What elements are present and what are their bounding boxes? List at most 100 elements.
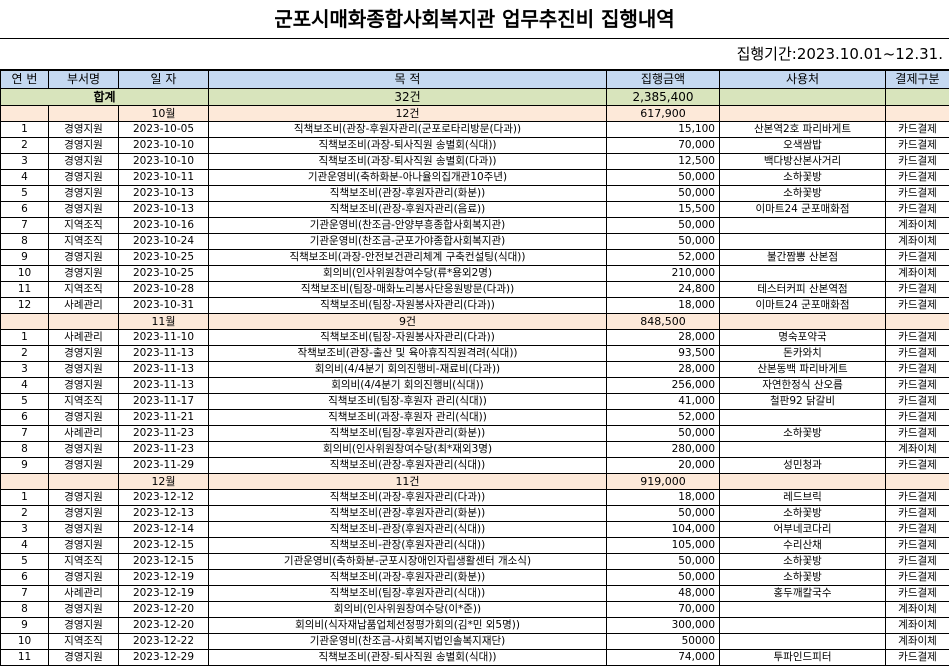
row-payment: 카드결제 bbox=[885, 361, 949, 378]
row-amount: 41,000 bbox=[606, 393, 720, 410]
row-payment: 계좌이체 bbox=[885, 633, 949, 650]
row-payment: 카드결제 bbox=[885, 297, 949, 314]
row-place: 산본동백 파리바게트 bbox=[719, 361, 886, 378]
row-place: 소하꽃방 bbox=[719, 553, 886, 570]
month-empty-place bbox=[719, 473, 886, 490]
row-date: 2023-10-28 bbox=[118, 281, 209, 298]
row-dept: 경영지원 bbox=[48, 649, 119, 666]
row-place: 이마트24 군포매화점 bbox=[719, 201, 886, 218]
row-no: 1 bbox=[0, 121, 49, 138]
row-dept: 경영지원 bbox=[48, 153, 119, 170]
table-row: 8 경영지원 2023-11-23 회의비(인사위원창여수당(최*재외3명) 280,0… bbox=[0, 441, 949, 458]
row-dept: 경영지원 bbox=[48, 265, 119, 282]
row-payment: 카드결제 bbox=[885, 521, 949, 538]
month-count: 11건 bbox=[208, 473, 607, 490]
row-date: 2023-12-20 bbox=[118, 601, 209, 618]
row-dept: 경영지원 bbox=[48, 137, 119, 154]
row-place: 백다방산본사거리 bbox=[719, 153, 886, 170]
row-date: 2023-10-31 bbox=[118, 297, 209, 314]
month-empty-place bbox=[719, 105, 886, 122]
row-dept: 경영지원 bbox=[48, 361, 119, 378]
table-row: 11 경영지원 2023-12-29 직책보조비(관장-퇴사직원 송별회(식대)) 74… bbox=[0, 649, 949, 666]
row-date: 2023-10-05 bbox=[118, 121, 209, 138]
row-amount: 28,000 bbox=[606, 329, 720, 346]
table-row: 4 경영지원 2023-10-11 기관운영비(축하화분-아나율의집개관10주년) 50… bbox=[0, 169, 949, 186]
row-dept: 경영지원 bbox=[48, 185, 119, 202]
table-row: 4 경영지원 2023-11-13 회의비(4/4분기 회의진행비(식대)) 256,0… bbox=[0, 377, 949, 394]
table-row: 2 경영지원 2023-10-10 직책보조비(과장-퇴사직원 송별회(식대)) 70,… bbox=[0, 137, 949, 154]
row-purpose: 직책보조비(과장-퇴사직원 송별회(다과)) bbox=[208, 153, 607, 170]
row-purpose: 직책보조비(팀장-후원자관리(식대)) bbox=[208, 585, 607, 602]
row-purpose: 직책보조비(관장-퇴사직원 송별회(식대)) bbox=[208, 649, 607, 666]
month-empty-payment bbox=[885, 313, 949, 330]
row-date: 2023-12-22 bbox=[118, 633, 209, 650]
month-empty-dept bbox=[48, 473, 119, 490]
row-payment: 카드결제 bbox=[885, 329, 949, 346]
row-amount: 24,800 bbox=[606, 281, 720, 298]
month-empty-place bbox=[719, 313, 886, 330]
row-date: 2023-12-19 bbox=[118, 569, 209, 586]
row-no: 4 bbox=[0, 169, 49, 186]
row-date: 2023-11-17 bbox=[118, 393, 209, 410]
row-purpose: 회의비(인사위원창여수당(최*재외3명) bbox=[208, 441, 607, 458]
header-place: 사용처 bbox=[719, 70, 886, 89]
row-no: 2 bbox=[0, 137, 49, 154]
row-place: 소하꽃방 bbox=[719, 569, 886, 586]
row-payment: 계좌이체 bbox=[885, 441, 949, 458]
table-row: 1 경영지원 2023-12-12 직책보조비(과장-후원자관리(다과)) 18,000… bbox=[0, 489, 949, 506]
month-subtotal-row: 11월 9건 848,500 bbox=[0, 313, 949, 330]
table-row: 5 지역조직 2023-12-15 기관운영비(축하화분-군포시장애인자립생활센터 개… bbox=[0, 553, 949, 570]
row-no: 10 bbox=[0, 265, 49, 282]
row-place bbox=[719, 601, 886, 618]
header-no: 연 번 bbox=[0, 70, 49, 89]
row-purpose: 작책보조비(관장-출산 및 육아휴직직원격려(식대)) bbox=[208, 345, 607, 362]
row-purpose: 기관운영비(축하화분-군포시장애인자립생활센터 개소식) bbox=[208, 553, 607, 570]
row-payment: 카드결제 bbox=[885, 169, 949, 186]
row-amount: 50,000 bbox=[606, 185, 720, 202]
row-no: 6 bbox=[0, 569, 49, 586]
row-amount: 15,100 bbox=[606, 121, 720, 138]
row-dept: 경영지원 bbox=[48, 457, 119, 474]
row-payment: 카드결제 bbox=[885, 505, 949, 522]
row-purpose: 직책보조비(과장-후원자관리(화분)) bbox=[208, 569, 607, 586]
row-purpose: 회의비(식자재납품업체선정평가회의(김*민 외5명)) bbox=[208, 617, 607, 634]
row-purpose: 회의비(인사위원창여수당(이*준)) bbox=[208, 601, 607, 618]
row-date: 2023-12-15 bbox=[118, 553, 209, 570]
row-purpose: 기관운영비(찬조금-군포가야종합사회복지관) bbox=[208, 233, 607, 250]
table-row: 10 지역조직 2023-12-22 기관운영비(찬조금-사회복지법인솔복지재단) 50… bbox=[0, 633, 949, 650]
row-no: 10 bbox=[0, 633, 49, 650]
row-date: 2023-12-15 bbox=[118, 537, 209, 554]
table-row: 7 사례관리 2023-11-23 직책보조비(팀장-후원자관리(화분)) 50,000… bbox=[0, 425, 949, 442]
month-empty-payment bbox=[885, 473, 949, 490]
row-no: 7 bbox=[0, 425, 49, 442]
row-dept: 경영지원 bbox=[48, 121, 119, 138]
table-row: 7 사례관리 2023-12-19 직책보조비(팀장-후원자관리(식대)) 48,000… bbox=[0, 585, 949, 602]
row-date: 2023-12-19 bbox=[118, 585, 209, 602]
row-payment: 카드결제 bbox=[885, 537, 949, 554]
row-place: 명숙포약국 bbox=[719, 329, 886, 346]
row-amount: 18,000 bbox=[606, 297, 720, 314]
row-no: 2 bbox=[0, 505, 49, 522]
row-dept: 사례관리 bbox=[48, 297, 119, 314]
row-place: 오색쌈밥 bbox=[719, 137, 886, 154]
row-place bbox=[719, 617, 886, 634]
table-row: 5 지역조직 2023-11-17 직책보조비(팀장-후원자 관리(식대)) 41,00… bbox=[0, 393, 949, 410]
table-row: 2 경영지원 2023-11-13 작책보조비(관장-출산 및 육아휴직직원격려(식대… bbox=[0, 345, 949, 362]
row-place: 홍두깨칼국수 bbox=[719, 585, 886, 602]
month-label: 12월 bbox=[118, 473, 209, 490]
row-payment: 계좌이체 bbox=[885, 233, 949, 250]
row-dept: 경영지원 bbox=[48, 537, 119, 554]
row-amount: 18,000 bbox=[606, 489, 720, 506]
row-dept: 경영지원 bbox=[48, 617, 119, 634]
row-place: 돈카와치 bbox=[719, 345, 886, 362]
row-payment: 카드결제 bbox=[885, 153, 949, 170]
table-row: 6 경영지원 2023-10-13 직책보조비(관장-후원자관리(음료)) 15,500… bbox=[0, 201, 949, 218]
row-date: 2023-10-25 bbox=[118, 249, 209, 266]
month-count: 12건 bbox=[208, 105, 607, 122]
row-dept: 경영지원 bbox=[48, 377, 119, 394]
row-dept: 사례관리 bbox=[48, 585, 119, 602]
row-place bbox=[719, 409, 886, 426]
row-date: 2023-10-10 bbox=[118, 153, 209, 170]
row-amount: 48,000 bbox=[606, 585, 720, 602]
row-purpose: 직책보조비(팀장-자원봉사자관리(다과)) bbox=[208, 329, 607, 346]
